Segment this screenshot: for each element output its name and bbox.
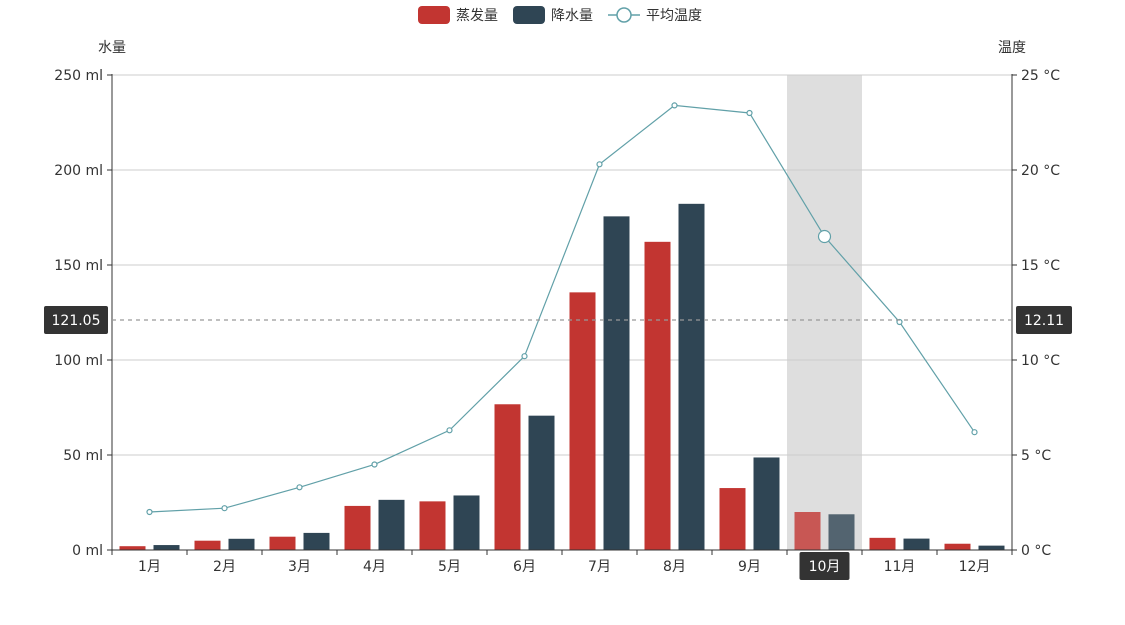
x-tick-label-5: 5月	[438, 559, 461, 575]
y-left-axis-name: 水量	[98, 40, 126, 56]
precipitation-bar-1[interactable]	[153, 545, 180, 550]
evaporation-bar-3[interactable]	[269, 536, 296, 550]
legend-item-temperature[interactable]: 平均温度	[608, 7, 702, 24]
y-right-tick-label: 15 °C	[1021, 258, 1060, 274]
axis-pointer-shadow-layer	[787, 75, 862, 550]
y-right-tick-label: 20 °C	[1021, 163, 1060, 179]
temperature-line-series	[146, 102, 978, 516]
legend-item-evaporation[interactable]: 蒸发量	[418, 6, 498, 24]
temperature-point-5[interactable]	[446, 427, 453, 434]
y-right-tick-label: 0 °C	[1021, 543, 1051, 559]
y-right-tick-label: 25 °C	[1021, 68, 1060, 84]
precipitation-bar-6[interactable]	[528, 415, 555, 550]
evaporation-bar-7[interactable]	[569, 292, 596, 550]
axis-pointer-right-label: 12.11	[1024, 313, 1064, 329]
axis-pointer-right-label-bg	[1016, 306, 1072, 335]
axis-pointer-left-label: 121.05	[52, 313, 101, 329]
temperature-point-1[interactable]	[146, 508, 153, 516]
temperature-point-12[interactable]	[971, 429, 978, 436]
x-tick-label-9: 9月	[738, 559, 761, 575]
precipitation-bar-3[interactable]	[303, 532, 330, 550]
grid-lines	[112, 74, 1012, 456]
y-left-tick-label: 150 ml	[54, 258, 103, 274]
precipitation-bar-2[interactable]	[228, 538, 255, 550]
temperature-point-2[interactable]	[221, 505, 228, 512]
precipitation-bar-10[interactable]	[828, 514, 855, 550]
y-left-tick-label: 250 ml	[54, 68, 103, 84]
x-tick-label-8: 8月	[663, 559, 686, 575]
precipitation-bar-7[interactable]	[603, 216, 630, 551]
precipitation-bar-4[interactable]	[378, 499, 405, 550]
y-left-tick-label: 100 ml	[54, 353, 103, 369]
temperature-point-4[interactable]	[371, 461, 378, 468]
temperature-point-6[interactable]	[521, 353, 528, 360]
x-tick-label-2: 2月	[213, 559, 236, 575]
evaporation-bar-10[interactable]	[794, 512, 821, 550]
precipitation-bar-9[interactable]	[753, 457, 780, 550]
legend-label-temperature: 平均温度	[646, 8, 702, 24]
legend[interactable]: 蒸发量 降水量 平均温度	[418, 6, 702, 24]
x-tick-label-4: 4月	[363, 559, 386, 575]
legend-item-precipitation[interactable]: 降水量	[513, 6, 593, 24]
axis-pointer-left-label-bg	[44, 306, 108, 335]
bar-series	[119, 203, 1005, 551]
evaporation-bar-5[interactable]	[419, 501, 446, 550]
legend-swatch-temperature-symbol	[616, 7, 632, 23]
evaporation-bar-4[interactable]	[344, 505, 371, 550]
axis-pointer-category-label-bg	[799, 552, 850, 580]
axis-pointer-category-label: 10月	[809, 559, 841, 575]
temperature-point-7[interactable]	[596, 161, 603, 168]
axis-pointer: 121.05 12.11 10月	[44, 306, 1072, 580]
x-tick-label-3: 3月	[288, 559, 311, 575]
legend-label-precipitation: 降水量	[551, 8, 593, 24]
y-right-axis-name: 温度	[998, 40, 1026, 56]
evaporation-bar-8[interactable]	[644, 241, 671, 550]
x-tick-label-1: 1月	[138, 559, 161, 575]
x-tick-label-7: 7月	[588, 559, 611, 575]
evaporation-bar-12[interactable]	[944, 543, 971, 550]
temperature-line	[149, 104, 975, 513]
axes: 0 ml 0 °C 50 ml 5 °C 100 ml 10 °C 150 ml 15 °C 2…	[54, 68, 1060, 575]
y-right-tick-label: 5 °C	[1021, 448, 1051, 464]
temperature-point-8[interactable]	[671, 102, 678, 109]
legend-swatch-precipitation	[513, 6, 545, 24]
legend-swatch-evaporation	[418, 6, 450, 24]
axis-pointer-shadow	[787, 75, 862, 550]
x-tick-label-11: 11月	[884, 559, 916, 575]
evaporation-bar-1[interactable]	[119, 546, 146, 550]
x-tick-label-12: 12月	[959, 559, 991, 575]
temperature-point-3[interactable]	[296, 484, 303, 491]
evaporation-bar-9[interactable]	[719, 488, 746, 550]
y-left-tick-label: 0 ml	[72, 543, 103, 559]
y-left-tick-label: 200 ml	[54, 163, 103, 179]
legend-label-evaporation: 蒸发量	[456, 8, 498, 24]
y-left-tick-label: 50 ml	[63, 448, 103, 464]
evaporation-bar-2[interactable]	[194, 540, 221, 550]
precipitation-bar-8[interactable]	[678, 203, 705, 550]
y-right-tick-label: 10 °C	[1021, 353, 1060, 369]
temperature-point-9[interactable]	[746, 109, 753, 117]
evaporation-bar-6[interactable]	[494, 404, 521, 550]
precipitation-bar-5[interactable]	[453, 495, 480, 550]
temperature-point-10[interactable]	[817, 229, 832, 244]
precipitation-bar-11[interactable]	[903, 538, 930, 550]
evaporation-bar-11[interactable]	[869, 537, 896, 550]
x-tick-label-6: 6月	[513, 559, 536, 575]
precipitation-bar-12[interactable]	[978, 545, 1005, 550]
